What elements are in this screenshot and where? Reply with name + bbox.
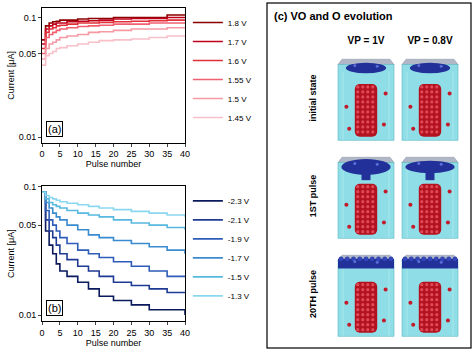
svg-text:0.05: 0.05 xyxy=(19,49,37,59)
svg-text:1.5 V: 1.5 V xyxy=(228,95,247,104)
svg-text:25: 25 xyxy=(126,149,136,159)
svg-text:0: 0 xyxy=(39,328,44,338)
svg-text:10: 10 xyxy=(73,149,83,159)
svg-text:-1.9 V: -1.9 V xyxy=(228,235,250,244)
svg-text:VP = 1V: VP = 1V xyxy=(348,35,385,46)
svg-text:(c) VO and O evolution: (c) VO and O evolution xyxy=(274,10,393,22)
svg-text:(a): (a) xyxy=(48,123,61,135)
svg-text:0.1: 0.1 xyxy=(24,13,37,23)
svg-text:5: 5 xyxy=(57,328,62,338)
svg-text:10: 10 xyxy=(73,328,83,338)
svg-text:Pulse number: Pulse number xyxy=(86,159,142,169)
svg-text:5: 5 xyxy=(57,149,62,159)
svg-text:1ST pulse: 1ST pulse xyxy=(308,175,318,218)
svg-text:25: 25 xyxy=(126,328,136,338)
svg-text:0.1: 0.1 xyxy=(24,182,37,192)
svg-text:-2.1 V: -2.1 V xyxy=(228,216,250,225)
svg-text:1.45 V: 1.45 V xyxy=(228,114,252,123)
svg-text:15: 15 xyxy=(91,328,101,338)
svg-text:1.55 V: 1.55 V xyxy=(228,76,252,85)
svg-text:Current [μA]: Current [μA] xyxy=(6,51,16,100)
svg-text:-1.5 V: -1.5 V xyxy=(228,273,250,282)
svg-text:15: 15 xyxy=(91,149,101,159)
svg-text:30: 30 xyxy=(144,149,154,159)
svg-text:35: 35 xyxy=(162,328,172,338)
svg-text:35: 35 xyxy=(162,149,172,159)
svg-text:1.6 V: 1.6 V xyxy=(228,57,247,66)
svg-text:0.01: 0.01 xyxy=(19,132,37,142)
svg-text:20TH pulse: 20TH pulse xyxy=(308,270,318,318)
svg-text:20: 20 xyxy=(108,328,118,338)
svg-text:VP = 0.8V: VP = 0.8V xyxy=(407,35,452,46)
svg-text:Current [μA]: Current [μA] xyxy=(6,229,16,278)
svg-text:0.05: 0.05 xyxy=(19,220,37,230)
svg-text:initial state: initial state xyxy=(308,74,318,121)
svg-text:-1.3 V: -1.3 V xyxy=(228,292,250,301)
svg-text:1.8 V: 1.8 V xyxy=(228,19,247,28)
svg-text:Pulse number: Pulse number xyxy=(86,338,142,348)
svg-text:-1.7 V: -1.7 V xyxy=(228,254,250,263)
svg-text:(b): (b) xyxy=(48,302,61,314)
svg-text:0.01: 0.01 xyxy=(19,310,37,320)
svg-text:20: 20 xyxy=(108,149,118,159)
svg-text:-2.3 V: -2.3 V xyxy=(228,197,250,206)
svg-text:40: 40 xyxy=(180,328,190,338)
svg-text:1.7 V: 1.7 V xyxy=(228,38,247,47)
svg-text:40: 40 xyxy=(180,149,190,159)
svg-text:30: 30 xyxy=(144,328,154,338)
svg-text:0: 0 xyxy=(39,149,44,159)
